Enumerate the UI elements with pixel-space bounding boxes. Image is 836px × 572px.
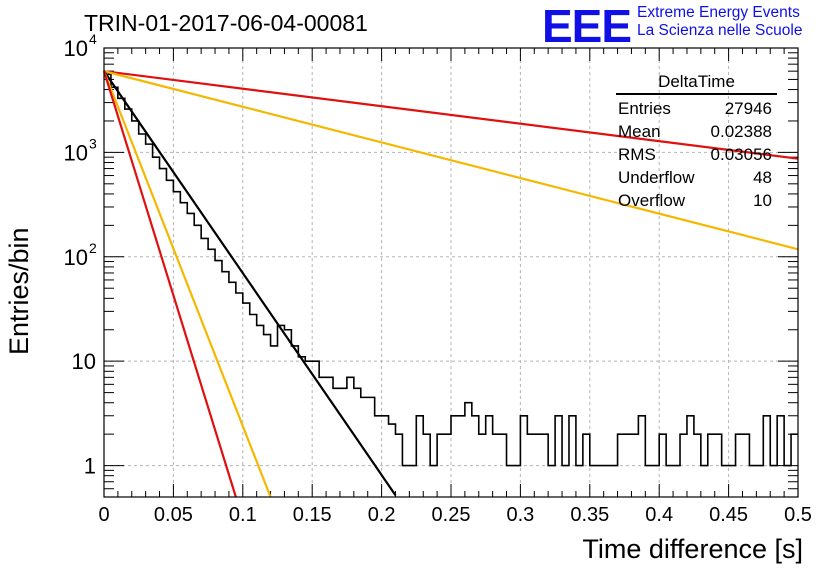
tick-labels: 0 0.05 0.1 0.15 0.2 0.25 0.3 0.35 0.4 0.45 0.5 1 10 1… [64, 31, 812, 526]
stats-value: 0.02388 [710, 122, 772, 141]
fit-line [102, 70, 272, 498]
stats-row: Underflow 48 [612, 166, 779, 189]
x-tick-label: 0.3 [506, 504, 534, 526]
x-tick-label: 0.25 [432, 504, 471, 526]
histogram-series [104, 73, 798, 467]
y-tick-exponent: 3 [89, 135, 97, 151]
stats-label: Underflow [618, 168, 695, 187]
y-tick-label: 10 [72, 349, 96, 374]
stats-row: Overflow 10 [612, 189, 779, 212]
fit-line [103, 70, 799, 160]
y-tick-label: 10 [64, 140, 88, 165]
stats-row: Mean 0.02388 [612, 120, 779, 143]
x-tick-label: 0 [98, 504, 109, 526]
stats-value: 27946 [724, 99, 772, 118]
logo-caption: Extreme Energy Events La Scienza nelle S… [637, 4, 802, 40]
x-axis-label: Time difference [s] [582, 534, 803, 564]
logo-caption-line1: Extreme Energy Events [637, 4, 800, 21]
stats-value: 48 [753, 168, 772, 187]
x-tick-label: 0.45 [709, 504, 748, 526]
x-tick-label: 0.05 [154, 504, 193, 526]
x-tick-label: 0.4 [645, 504, 673, 526]
stats-row: RMS 0.03056 [612, 143, 779, 166]
y-tick-label: 10 [64, 36, 88, 61]
x-tick-label: 0.1 [229, 504, 257, 526]
fit-line [102, 70, 237, 498]
x-tick-label: 0.2 [368, 504, 396, 526]
x-tick-label: 0.5 [784, 504, 812, 526]
y-axis-label: Entries/bin [4, 227, 34, 355]
stats-label: RMS [618, 145, 656, 164]
stats-value: 0.03056 [710, 145, 772, 164]
stats-label: Overflow [618, 191, 686, 210]
stats-label: Entries [618, 99, 671, 118]
histogram-step [104, 73, 798, 467]
fit-curves [102, 70, 799, 498]
eee-logo: EEE [542, 0, 632, 52]
y-tick-exponent: 2 [89, 240, 97, 256]
y-tick-label: 1 [84, 454, 96, 479]
fit-line [103, 70, 799, 251]
chart-title: TRIN-01-2017-06-04-00081 [84, 10, 368, 36]
y-tick-label: 10 [64, 245, 88, 270]
stats-title: DeltaTime [616, 72, 777, 95]
plot-frame [103, 47, 799, 498]
stats-label: Mean [618, 122, 661, 141]
fit-line [103, 70, 397, 496]
stats-value: 10 [753, 191, 772, 210]
logo-caption-line2: La Scienza nelle Scuole [637, 22, 803, 39]
stats-box: DeltaTime Entries 27946 Mean 0.02388 RMS 0.… [612, 72, 779, 212]
stats-row: Entries 27946 [612, 97, 779, 120]
y-tick-exponent: 4 [89, 31, 97, 47]
x-tick-label: 0.35 [570, 504, 609, 526]
x-tick-label: 0.15 [293, 504, 332, 526]
